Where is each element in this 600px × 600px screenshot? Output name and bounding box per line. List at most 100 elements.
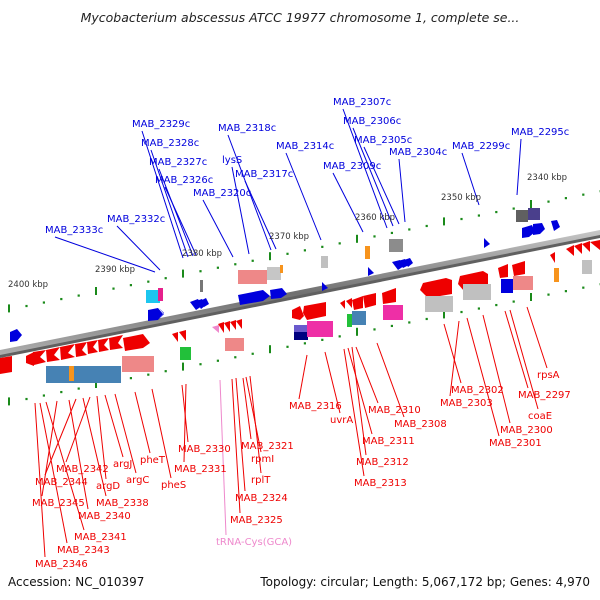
leader-line [363,146,400,225]
leader-line [219,379,227,536]
leader-line [244,180,277,250]
gene-label[interactable]: rpmI [251,454,274,465]
feature-box[interactable] [365,246,370,259]
gene-label[interactable]: MAB_2308 [394,419,447,430]
gene-label[interactable]: MAB_2301 [489,438,542,449]
feature-box[interactable] [238,265,283,284]
feature-box[interactable] [389,239,403,252]
gene-label[interactable]: MAB_2332c [107,214,165,225]
gene-label[interactable]: MAB_2297 [518,390,571,401]
feature-track[interactable] [0,208,600,383]
reverse-gene-arrow[interactable] [340,288,396,310]
gene-label[interactable]: rpsA [537,370,560,381]
gene-label[interactable]: MAB_2316 [289,401,342,412]
forward-gene-arrow[interactable] [148,308,164,321]
ruler-tick [77,387,80,390]
feature-box[interactable] [582,260,592,274]
gene-label[interactable]: MAB_2338 [96,498,149,509]
gene-label[interactable]: MAB_2333c [45,225,103,236]
ruler-tick [42,394,45,397]
gene-label[interactable]: argC [126,475,149,486]
feature-box[interactable] [146,288,163,303]
gene-label[interactable]: tRNA-Cys(GCA) [216,537,292,548]
gene-label[interactable]: MAB_2300 [500,425,553,436]
gene-label[interactable]: MAB_2302 [451,385,504,396]
forward-gene-arrow[interactable] [368,267,374,276]
gene-label[interactable]: MAB_2321 [241,441,294,452]
gene-label[interactable]: MAB_2310 [368,405,421,416]
feature-box[interactable] [180,347,191,360]
reverse-gene-arrow[interactable] [550,240,600,263]
reverse-gene-arrow[interactable] [172,330,186,342]
gene-label[interactable]: MAB_2342 [56,464,109,475]
gene-label[interactable]: MAB_2331 [174,464,227,475]
gene-label[interactable]: MAB_2328c [141,138,199,149]
feature-box[interactable] [347,311,366,327]
gene-label[interactable]: MAB_2341 [74,532,127,543]
gene-label[interactable]: MAB_2326c [155,175,213,186]
gene-labels[interactable]: MAB_2333c MAB_2332c MAB_2329c MAB_2328c MAB_… [32,97,571,570]
gene-label[interactable]: MAB_2305c [354,135,412,146]
feature-box[interactable] [294,321,333,340]
gene-label[interactable]: argD [96,481,120,492]
feature-box[interactable] [516,208,540,222]
gene-label[interactable]: pheT [140,455,166,466]
feature-box[interactable] [225,338,244,351]
gene-label[interactable]: MAB_2311 [362,436,415,447]
forward-gene-arrow[interactable] [522,220,560,238]
feature-box[interactable] [463,284,491,300]
feature-box[interactable] [425,296,453,312]
forward-gene-arrow[interactable] [238,288,287,305]
gene-label[interactable]: pheS [161,480,186,491]
gene-label[interactable]: MAB_2327c [149,157,207,168]
reverse-gene-arrow[interactable] [26,334,150,366]
gene-label[interactable]: MAB_2304c [389,147,447,158]
feature-box[interactable] [501,276,533,293]
gene-label[interactable]: MAB_2295c [511,127,569,138]
leader-line [347,347,373,435]
feature-box[interactable] [554,268,559,282]
gene-label[interactable]: rplT [251,475,271,486]
gene-label[interactable]: MAB_2345 [32,498,85,509]
gene-label[interactable]: MAB_2317c [235,169,293,180]
feature-box[interactable] [122,356,154,372]
forward-gene-arrow[interactable] [10,329,22,342]
forward-gene-arrow[interactable] [484,238,490,248]
gene-label[interactable]: coaE [528,411,552,422]
gene-label[interactable]: MAB_2344 [35,477,88,488]
feature-box[interactable] [46,366,121,383]
gene-label[interactable]: MAB_2324 [235,493,288,504]
gene-label[interactable]: MAB_2313 [354,478,407,489]
gene-label[interactable]: argJ [113,459,132,470]
reverse-gene-arrow[interactable] [0,356,12,374]
gene-label[interactable]: MAB_2325 [230,515,283,526]
reverse-gene-arrow[interactable] [498,261,525,278]
forward-gene-arrow[interactable] [322,282,328,291]
gene-label[interactable]: MAB_2312 [356,457,409,468]
gene-label[interactable]: MAB_2346 [35,559,88,570]
feature-box[interactable] [200,280,203,292]
ruler-tick [460,310,463,314]
reverse-gene-arrow[interactable] [212,319,242,333]
gene-label[interactable]: MAB_2329c [132,119,190,130]
gene-label[interactable]: MAB_2343 [57,545,110,556]
gene-label[interactable]: MAB_2306c [343,116,401,127]
gene-label[interactable]: MAB_2318c [218,123,276,134]
forward-gene-arrow[interactable] [392,258,413,270]
gene-label[interactable]: MAB_2307c [333,97,391,108]
gene-label[interactable]: MAB_2303 [440,398,493,409]
forward-gene-arrow[interactable] [190,298,209,310]
gene-label[interactable]: MAB_2309c [323,161,381,172]
gene-label[interactable]: MAB_2299c [452,141,510,152]
gene-label[interactable]: MAB_2340 [78,511,131,522]
gene-label[interactable]: MAB_2314c [276,141,334,152]
ruler-tick [147,280,150,283]
gene-label[interactable]: uvrA [330,415,353,426]
feature-box[interactable] [383,305,403,320]
feature-box[interactable] [321,256,328,268]
gene-label[interactable]: lysS [222,155,242,166]
gene-label[interactable]: MAB_2320c [193,188,251,199]
gene-label[interactable]: MAB_2330 [178,444,231,455]
reverse-gene-arrow[interactable] [292,302,326,320]
